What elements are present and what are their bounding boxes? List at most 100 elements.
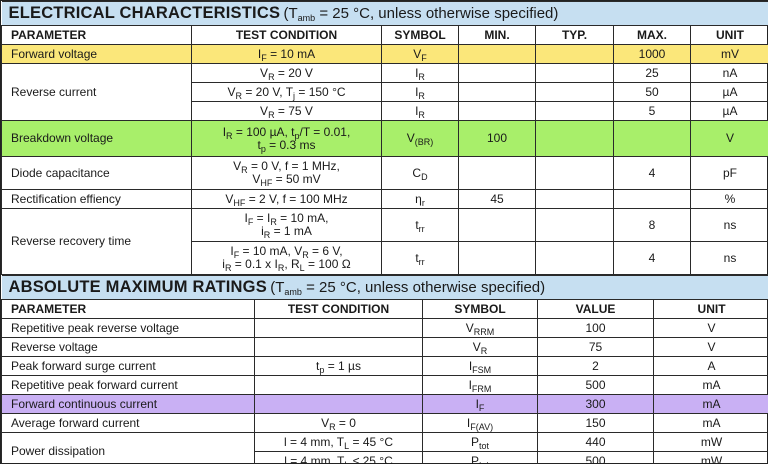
table-row-reverse-voltage: Reverse voltage VR 75 V: [1, 337, 768, 357]
unit-cell: V: [652, 318, 768, 338]
table-row-reverse-current-2: VR = 20 V, Tj = 150 °C IR 50 µA: [2, 82, 768, 102]
unit-cell: mV: [689, 44, 768, 64]
unit-cell: µA: [689, 101, 768, 121]
absolute-subtitle: (Tamb = 25 °C, unless otherwise specifie…: [270, 278, 546, 297]
min-cell: 45: [458, 189, 536, 209]
unit-cell: %: [689, 189, 768, 209]
condition-cell: VR = 20 V, Tj = 150 °C: [191, 82, 382, 102]
unit-cell: mW: [652, 451, 768, 464]
max-cell: 4: [613, 241, 691, 275]
max-cell: 4: [613, 156, 691, 190]
max-cell: [613, 189, 691, 209]
typ-cell: [535, 189, 614, 209]
value-cell: 500: [537, 375, 654, 395]
table-row-repetitive-peak-forward-current: Repetitive peak forward current IFRM 500…: [1, 375, 768, 395]
param-cell: Breakdown voltage: [1, 120, 192, 157]
table-row-rectification-efficiency: Rectification effiency VHF = 2 V, f = 10…: [1, 189, 768, 209]
param-cell: Diode capacitance: [1, 156, 192, 190]
absolute-maximum-ratings-table: ABSOLUTE MAXIMUM RATINGS (Tamb = 25 °C, …: [1, 275, 768, 464]
value-cell: 100: [537, 318, 654, 338]
electrical-subtitle: (Tamb = 25 °C, unless otherwise specifie…: [283, 4, 559, 23]
typ-cell: [535, 120, 614, 157]
value-cell: 300: [537, 394, 654, 414]
unit-cell: V: [689, 120, 768, 157]
value-cell: 75: [537, 337, 654, 357]
max-cell: 8: [613, 208, 691, 242]
min-cell: [458, 63, 536, 83]
typ-cell: [535, 63, 614, 83]
condition-cell: l = 4 mm, TL ≤ 25 °C: [254, 451, 423, 464]
condition-cell: [254, 337, 423, 357]
table-row-forward-continuous-current: Forward continuous current IF 300 mA: [1, 394, 768, 414]
unit-cell: A: [652, 356, 768, 376]
table-row-reverse-current: Reverse current VR = 20 V IR 25 nA: [1, 63, 768, 121]
condition-cell: VR = 0: [254, 413, 423, 433]
value-cell: 440: [537, 432, 654, 452]
electrical-header-row: PARAMETER TEST CONDITION SYMBOL MIN. TYP…: [1, 25, 768, 45]
unit-cell: ns: [689, 241, 768, 275]
table-row-average-forward-current: Average forward current VR = 0 IF(AV) 15…: [1, 413, 768, 433]
unit-cell: mA: [652, 375, 768, 395]
symbol-cell: ηr: [381, 189, 459, 209]
unit-cell: mA: [652, 413, 768, 433]
param-cell: Average forward current: [1, 413, 255, 433]
condition-cell: tp = 1 µs: [254, 356, 423, 376]
unit-cell: V: [652, 337, 768, 357]
absolute-title: ABSOLUTE MAXIMUM RATINGS: [8, 277, 267, 296]
param-cell: Repetitive peak forward current: [1, 375, 255, 395]
param-cell: Power dissipation: [1, 432, 255, 464]
col-header-unit: UNIT: [652, 299, 768, 319]
min-cell: [458, 156, 536, 190]
symbol-cell: IR: [381, 82, 459, 102]
min-cell: [458, 208, 536, 242]
value-cell: 500: [537, 451, 654, 464]
electrical-title-bar: ELECTRICAL CHARACTERISTICS (Tamb = 25 °C…: [1, 1, 768, 26]
unit-cell: pF: [689, 156, 768, 190]
symbol-cell: IFSM: [422, 356, 538, 376]
col-header-symbol: SYMBOL: [422, 299, 538, 319]
typ-cell: [535, 156, 614, 190]
col-header-unit: UNIT: [689, 25, 768, 45]
condition-cell: IR = 100 µA, tp/T = 0.01, tp = 0.3 ms: [191, 120, 382, 157]
param-cell: Reverse current: [1, 63, 192, 121]
param-cell: Reverse voltage: [1, 337, 255, 357]
min-cell: [458, 101, 536, 121]
condition-cell: VR = 75 V: [191, 101, 382, 121]
typ-cell: [535, 44, 614, 64]
symbol-cell: IR: [381, 63, 459, 83]
param-cell: Repetitive peak reverse voltage: [1, 318, 255, 338]
max-cell: 25: [613, 63, 691, 83]
param-cell: Rectification effiency: [1, 189, 192, 209]
table-row-breakdown-voltage: Breakdown voltage IR = 100 µA, tp/T = 0.…: [1, 120, 768, 157]
absolute-title-bar: ABSOLUTE MAXIMUM RATINGS (Tamb = 25 °C, …: [1, 275, 768, 300]
condition-cell: [254, 318, 423, 338]
col-header-typ: TYP.: [535, 25, 614, 45]
symbol-cell: VR: [422, 337, 538, 357]
value-cell: 150: [537, 413, 654, 433]
condition-cell: IF = 10 mA, VR = 6 V, iR = 0.1 x IR, RL …: [191, 241, 382, 275]
symbol-cell: VF: [381, 44, 459, 64]
unit-cell: nA: [689, 63, 768, 83]
symbol-cell: IF: [422, 394, 538, 414]
symbol-cell: V(BR): [381, 120, 459, 157]
condition-cell: [254, 394, 423, 414]
max-cell: 5: [613, 101, 691, 121]
symbol-cell: trr: [381, 241, 459, 275]
table-row-reverse-recovery-2: IF = 10 mA, VR = 6 V, iR = 0.1 x IR, RL …: [2, 241, 768, 275]
max-cell: 1000: [613, 44, 691, 64]
condition-cell: [254, 375, 423, 395]
symbol-cell: IR: [381, 101, 459, 121]
symbol-cell: trr: [381, 208, 459, 242]
symbol-cell: IFRM: [422, 375, 538, 395]
param-cell: Forward continuous current: [1, 394, 255, 414]
table-row-power-dissipation-2: l = 4 mm, TL ≤ 25 °C Ptot 500 mW: [2, 451, 768, 464]
col-header-test-condition: TEST CONDITION: [191, 25, 382, 45]
typ-cell: [535, 241, 614, 275]
min-cell: [458, 82, 536, 102]
min-cell: [458, 44, 536, 64]
table-row-diode-capacitance: Diode capacitance VR = 0 V, f = 1 MHz, V…: [1, 156, 768, 190]
absolute-header-row: PARAMETER TEST CONDITION SYMBOL VALUE UN…: [1, 299, 768, 319]
col-header-symbol: SYMBOL: [381, 25, 459, 45]
typ-cell: [535, 208, 614, 242]
